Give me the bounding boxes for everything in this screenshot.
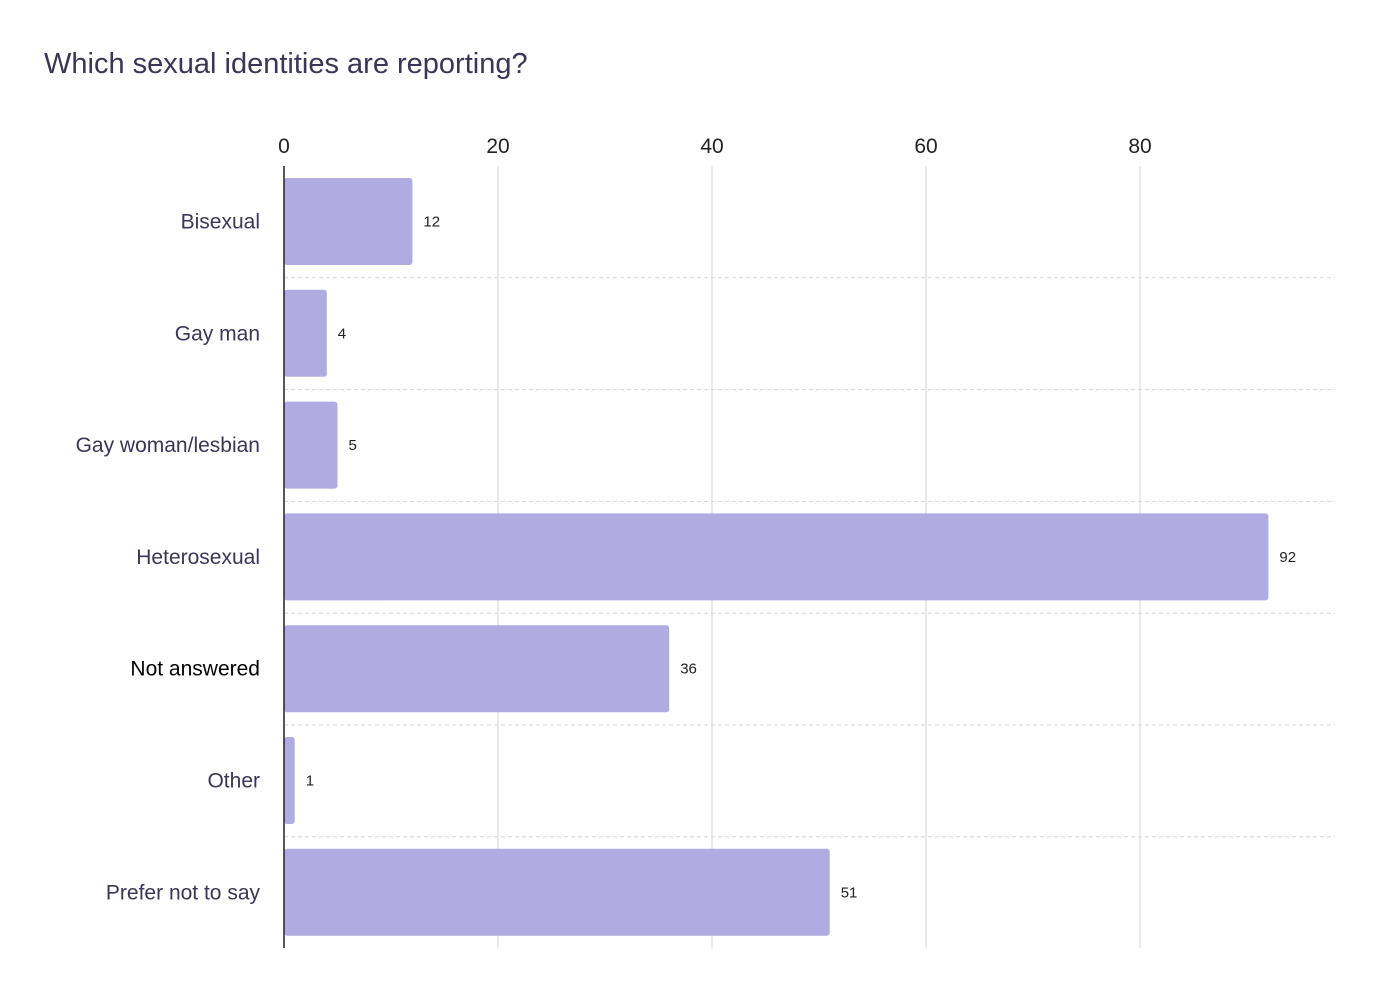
x-tick-label: 0 xyxy=(278,135,290,158)
category-label: Not answered xyxy=(130,658,260,681)
bar-gay-man xyxy=(284,289,327,377)
value-label: 12 xyxy=(423,214,440,231)
category-label: Other xyxy=(207,770,260,793)
x-tick-label: 40 xyxy=(700,135,723,158)
bar-prefer-not-to-say xyxy=(284,848,830,936)
x-tick-label: 60 xyxy=(914,135,937,158)
labels: 0 20 40 60 80 Bisexual 12 Gay man 4 Gay woman/les… xyxy=(76,135,1297,904)
category-label: Gay woman/lesbian xyxy=(76,434,260,457)
bar-bisexual xyxy=(284,178,413,265)
chart-title: Which sexual identities are reporting? xyxy=(44,48,528,80)
category-label: Gay man xyxy=(175,322,260,345)
row-separators xyxy=(284,277,1335,838)
x-tick-label: 80 xyxy=(1128,135,1151,158)
bar-gay-woman-lesbian xyxy=(284,401,338,489)
value-label: 36 xyxy=(680,661,697,678)
value-label: 92 xyxy=(1279,549,1296,566)
value-label: 4 xyxy=(338,325,346,342)
bar-not-answered xyxy=(284,625,670,713)
category-label: Bisexual xyxy=(181,211,260,234)
value-label: 1 xyxy=(306,773,314,790)
bars xyxy=(284,178,1269,936)
x-tick-label: 20 xyxy=(486,135,509,158)
bar-heterosexual xyxy=(284,513,1269,601)
category-label: Prefer not to say xyxy=(106,881,261,904)
value-label: 5 xyxy=(349,437,357,454)
value-label: 51 xyxy=(841,884,858,901)
category-label: Heterosexual xyxy=(136,546,260,569)
bar-other xyxy=(284,737,295,824)
